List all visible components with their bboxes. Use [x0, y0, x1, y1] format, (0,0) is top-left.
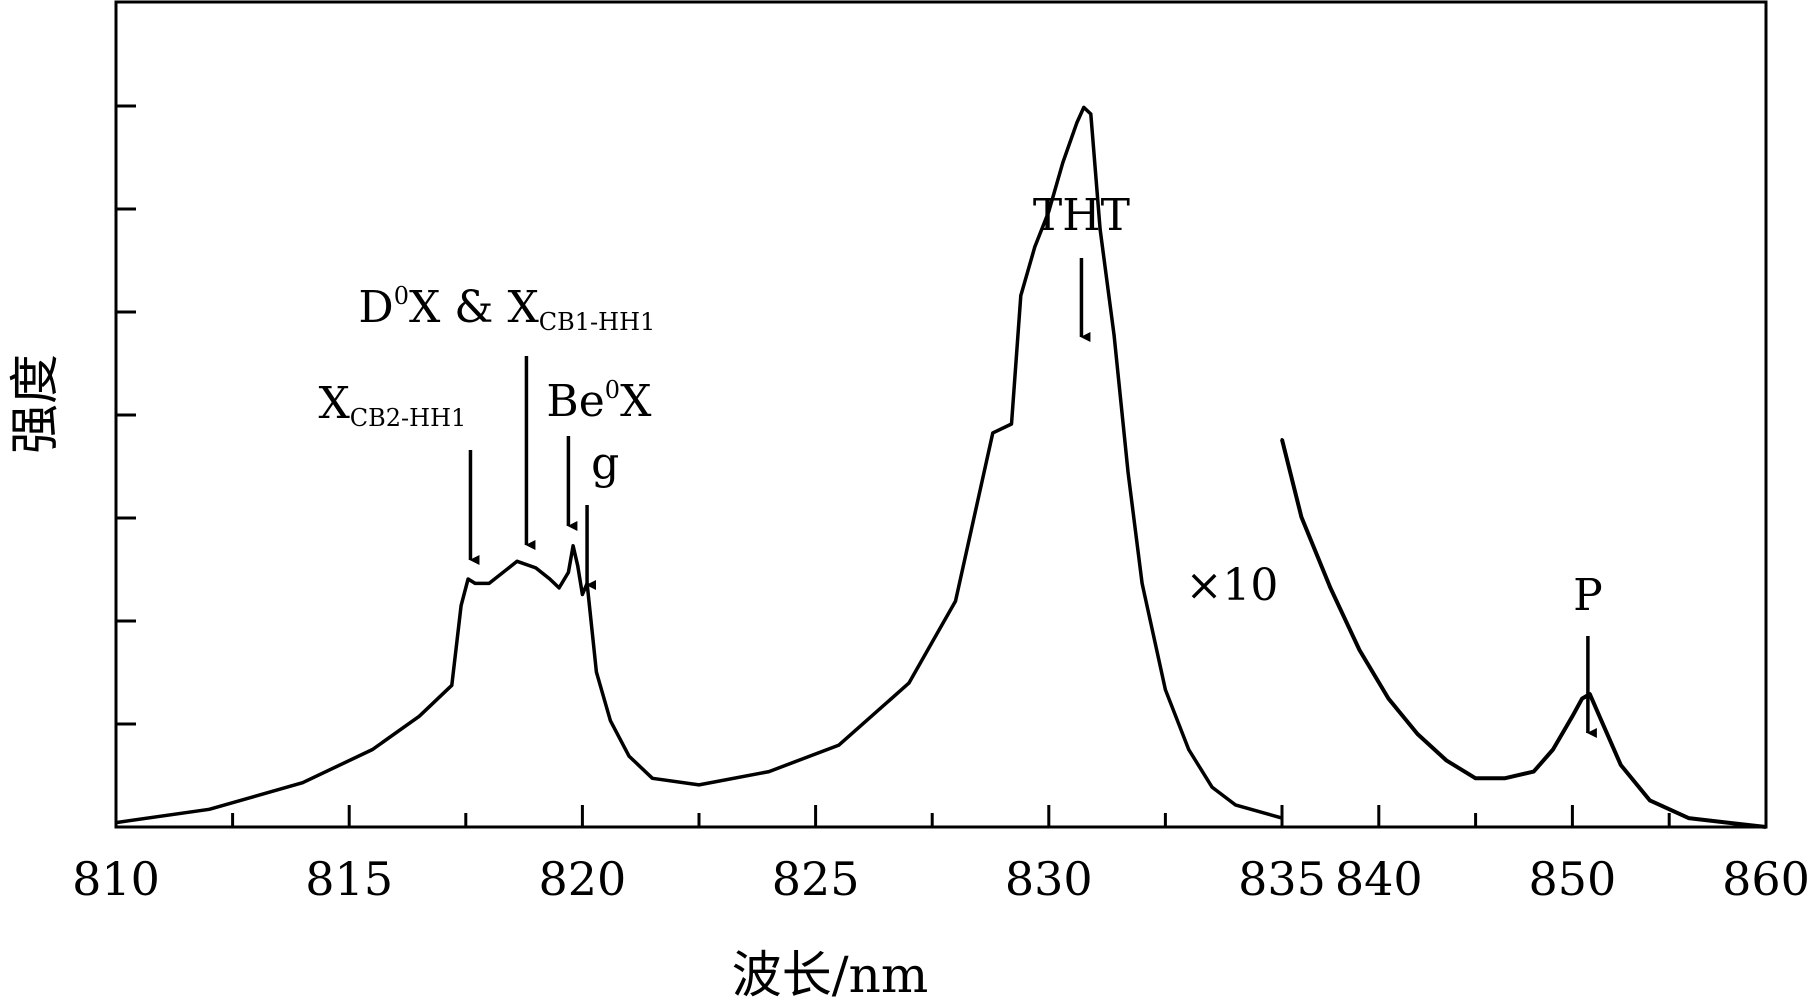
data-point [1233, 803, 1237, 807]
data-point [1140, 581, 1144, 585]
data-point [837, 743, 841, 747]
annotation-label: D0X & XCB1-HH1 [358, 282, 655, 336]
x-tick-label: 850 [1528, 852, 1616, 906]
x-tick-label: 835 [1238, 852, 1326, 906]
data-point [557, 586, 561, 590]
scale-label: ×10 [1186, 560, 1279, 611]
annotation-label: Be0X [546, 376, 652, 427]
x-tick-label: 810 [72, 852, 160, 906]
x-tick-label: 815 [305, 852, 393, 906]
data-point [627, 754, 631, 758]
data-point [459, 604, 463, 608]
data-point [650, 776, 654, 780]
data-point [1687, 816, 1691, 820]
data-point [1416, 732, 1419, 736]
data-point [1599, 719, 1603, 723]
data-point [594, 670, 598, 674]
data-point [1187, 748, 1191, 751]
x-tick-label: 830 [1005, 852, 1093, 906]
data-point [1445, 759, 1449, 763]
data-point [1299, 515, 1303, 519]
series-line-main [115, 105, 1283, 825]
data-point [207, 807, 211, 811]
data-point [1474, 776, 1478, 780]
data-point [571, 544, 575, 548]
data-point [301, 781, 305, 785]
data-point [1503, 776, 1507, 780]
data-point [991, 431, 995, 435]
x-tick-label: 820 [538, 852, 626, 906]
data-point [1075, 121, 1079, 125]
data-point [1061, 161, 1065, 165]
data-point [1570, 714, 1574, 718]
data-point [534, 566, 538, 570]
data-point [1532, 770, 1536, 774]
data-point [473, 581, 477, 585]
data-point [1280, 816, 1284, 820]
data-point [1387, 697, 1390, 701]
data-point [1163, 688, 1167, 692]
x-tick-label: 825 [772, 852, 860, 906]
x-tick-label: 860 [1722, 852, 1810, 906]
data-point [1019, 294, 1023, 298]
annotation-label: P [1573, 570, 1603, 621]
data-point [1551, 748, 1555, 751]
data-point [487, 581, 491, 585]
data-point [1089, 112, 1093, 116]
data-point [907, 681, 911, 685]
data-point [371, 748, 374, 751]
annotation-label: g [591, 438, 619, 489]
annotation-label: XCB2-HH1 [318, 378, 466, 432]
data-point [1210, 785, 1214, 789]
y-axis-title: 强度 [6, 354, 64, 454]
data-point [1648, 798, 1652, 802]
data-point [548, 577, 552, 581]
data-point [767, 770, 771, 774]
data-point [1033, 245, 1037, 249]
data-point [1764, 825, 1768, 829]
data-point [1619, 763, 1623, 767]
data-point [580, 593, 584, 596]
data-point [1112, 333, 1116, 337]
data-point [1010, 422, 1013, 426]
data-point [608, 719, 612, 723]
data-point [1725, 821, 1729, 825]
data-point [114, 821, 118, 825]
data-point [450, 683, 454, 687]
data-point [417, 714, 421, 718]
data-point [466, 577, 470, 581]
data-point [1357, 648, 1361, 652]
data-point [1047, 209, 1051, 213]
data-point [566, 570, 570, 574]
data-point [954, 599, 957, 603]
data-point [515, 559, 519, 563]
x-axis-title: 波长/nm [732, 946, 928, 1004]
data-point [576, 564, 580, 568]
annotation-label: THT [1033, 190, 1130, 241]
data-point [1082, 105, 1086, 109]
data-point [697, 783, 701, 787]
data-point [1126, 471, 1130, 475]
data-point [1098, 227, 1102, 231]
data-point [1328, 586, 1332, 590]
series-line-x10 [1280, 439, 1767, 829]
x-tick-label: 840 [1335, 852, 1423, 906]
data-point [1580, 697, 1584, 701]
data-point [1280, 438, 1284, 441]
